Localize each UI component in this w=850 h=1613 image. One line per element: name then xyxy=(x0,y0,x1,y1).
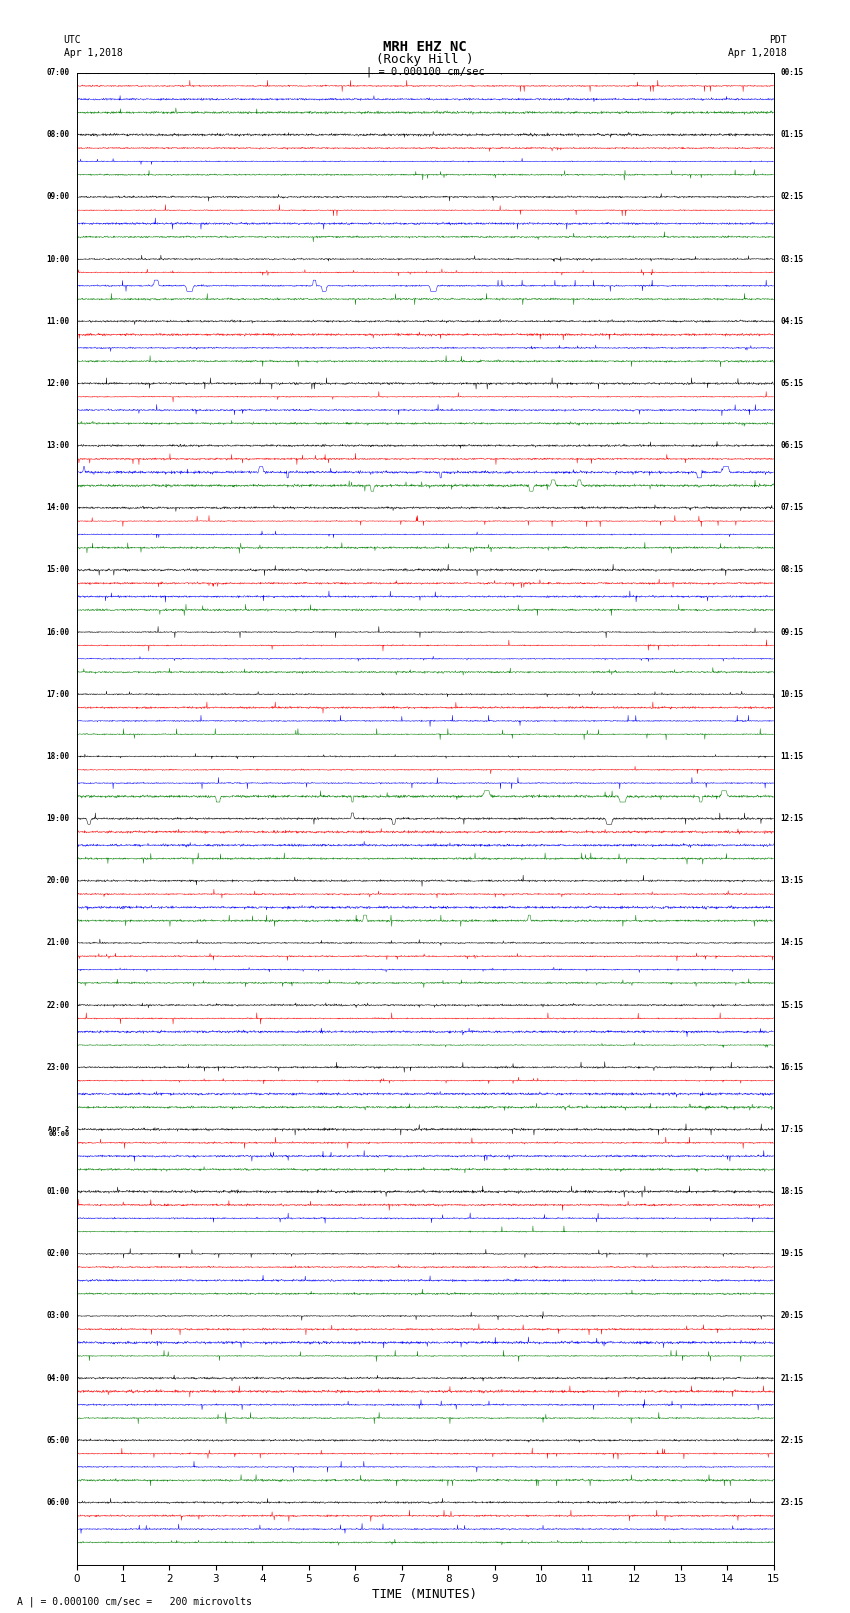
Text: 13:00: 13:00 xyxy=(47,440,70,450)
Text: 11:15: 11:15 xyxy=(780,752,803,761)
Text: 13:15: 13:15 xyxy=(780,876,803,886)
Text: | = 0.000100 cm/sec: | = 0.000100 cm/sec xyxy=(366,66,484,77)
Text: 14:00: 14:00 xyxy=(47,503,70,513)
Text: 00:00: 00:00 xyxy=(48,1131,70,1137)
Text: 08:15: 08:15 xyxy=(780,566,803,574)
Text: 01:00: 01:00 xyxy=(47,1187,70,1197)
Text: 07:00: 07:00 xyxy=(47,68,70,77)
Text: 03:15: 03:15 xyxy=(780,255,803,263)
Text: 20:00: 20:00 xyxy=(47,876,70,886)
Text: 02:15: 02:15 xyxy=(780,192,803,202)
Text: 19:15: 19:15 xyxy=(780,1250,803,1258)
X-axis label: TIME (MINUTES): TIME (MINUTES) xyxy=(372,1589,478,1602)
Text: Apr 1,2018: Apr 1,2018 xyxy=(64,48,122,58)
Text: 05:00: 05:00 xyxy=(47,1436,70,1445)
Text: 12:15: 12:15 xyxy=(780,815,803,823)
Text: 02:00: 02:00 xyxy=(47,1250,70,1258)
Text: MRH EHZ NC: MRH EHZ NC xyxy=(383,40,467,55)
Text: 23:15: 23:15 xyxy=(780,1498,803,1507)
Text: 15:15: 15:15 xyxy=(780,1000,803,1010)
Text: 19:00: 19:00 xyxy=(47,815,70,823)
Text: 06:15: 06:15 xyxy=(780,440,803,450)
Text: 12:00: 12:00 xyxy=(47,379,70,387)
Text: 18:15: 18:15 xyxy=(780,1187,803,1197)
Text: 16:00: 16:00 xyxy=(47,627,70,637)
Text: 08:00: 08:00 xyxy=(47,131,70,139)
Text: 10:00: 10:00 xyxy=(47,255,70,263)
Text: 07:15: 07:15 xyxy=(780,503,803,513)
Text: 22:00: 22:00 xyxy=(47,1000,70,1010)
Text: Apr 1,2018: Apr 1,2018 xyxy=(728,48,786,58)
Text: 20:15: 20:15 xyxy=(780,1311,803,1321)
Text: Apr 2: Apr 2 xyxy=(48,1126,70,1132)
Text: A | = 0.000100 cm/sec =   200 microvolts: A | = 0.000100 cm/sec = 200 microvolts xyxy=(17,1595,252,1607)
Text: 04:15: 04:15 xyxy=(780,316,803,326)
Text: 06:00: 06:00 xyxy=(47,1498,70,1507)
Text: 21:00: 21:00 xyxy=(47,939,70,947)
Text: 22:15: 22:15 xyxy=(780,1436,803,1445)
Text: 03:00: 03:00 xyxy=(47,1311,70,1321)
Text: 04:00: 04:00 xyxy=(47,1374,70,1382)
Text: 15:00: 15:00 xyxy=(47,566,70,574)
Text: 16:15: 16:15 xyxy=(780,1063,803,1071)
Text: 18:00: 18:00 xyxy=(47,752,70,761)
Text: 09:00: 09:00 xyxy=(47,192,70,202)
Text: (Rocky Hill ): (Rocky Hill ) xyxy=(377,53,473,66)
Text: 21:15: 21:15 xyxy=(780,1374,803,1382)
Text: 00:15: 00:15 xyxy=(780,68,803,77)
Text: 23:00: 23:00 xyxy=(47,1063,70,1071)
Text: 01:15: 01:15 xyxy=(780,131,803,139)
Text: 11:00: 11:00 xyxy=(47,316,70,326)
Text: 14:15: 14:15 xyxy=(780,939,803,947)
Text: PDT: PDT xyxy=(768,35,786,45)
Text: 05:15: 05:15 xyxy=(780,379,803,387)
Text: 09:15: 09:15 xyxy=(780,627,803,637)
Text: 10:15: 10:15 xyxy=(780,690,803,698)
Text: 17:00: 17:00 xyxy=(47,690,70,698)
Text: 17:15: 17:15 xyxy=(780,1124,803,1134)
Text: UTC: UTC xyxy=(64,35,82,45)
